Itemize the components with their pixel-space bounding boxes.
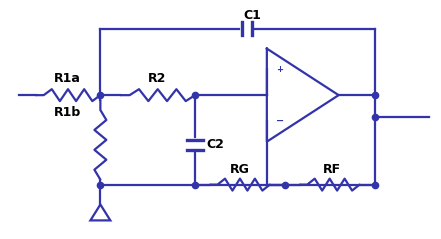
Text: C2: C2 xyxy=(206,138,224,151)
Text: R1b: R1b xyxy=(54,106,81,119)
Text: C1: C1 xyxy=(243,9,261,22)
Text: −: − xyxy=(276,116,284,126)
Text: R2: R2 xyxy=(148,72,166,85)
Text: R1a: R1a xyxy=(54,72,81,85)
Text: RF: RF xyxy=(322,163,341,176)
Text: RG: RG xyxy=(230,163,250,176)
Text: +: + xyxy=(276,65,283,74)
